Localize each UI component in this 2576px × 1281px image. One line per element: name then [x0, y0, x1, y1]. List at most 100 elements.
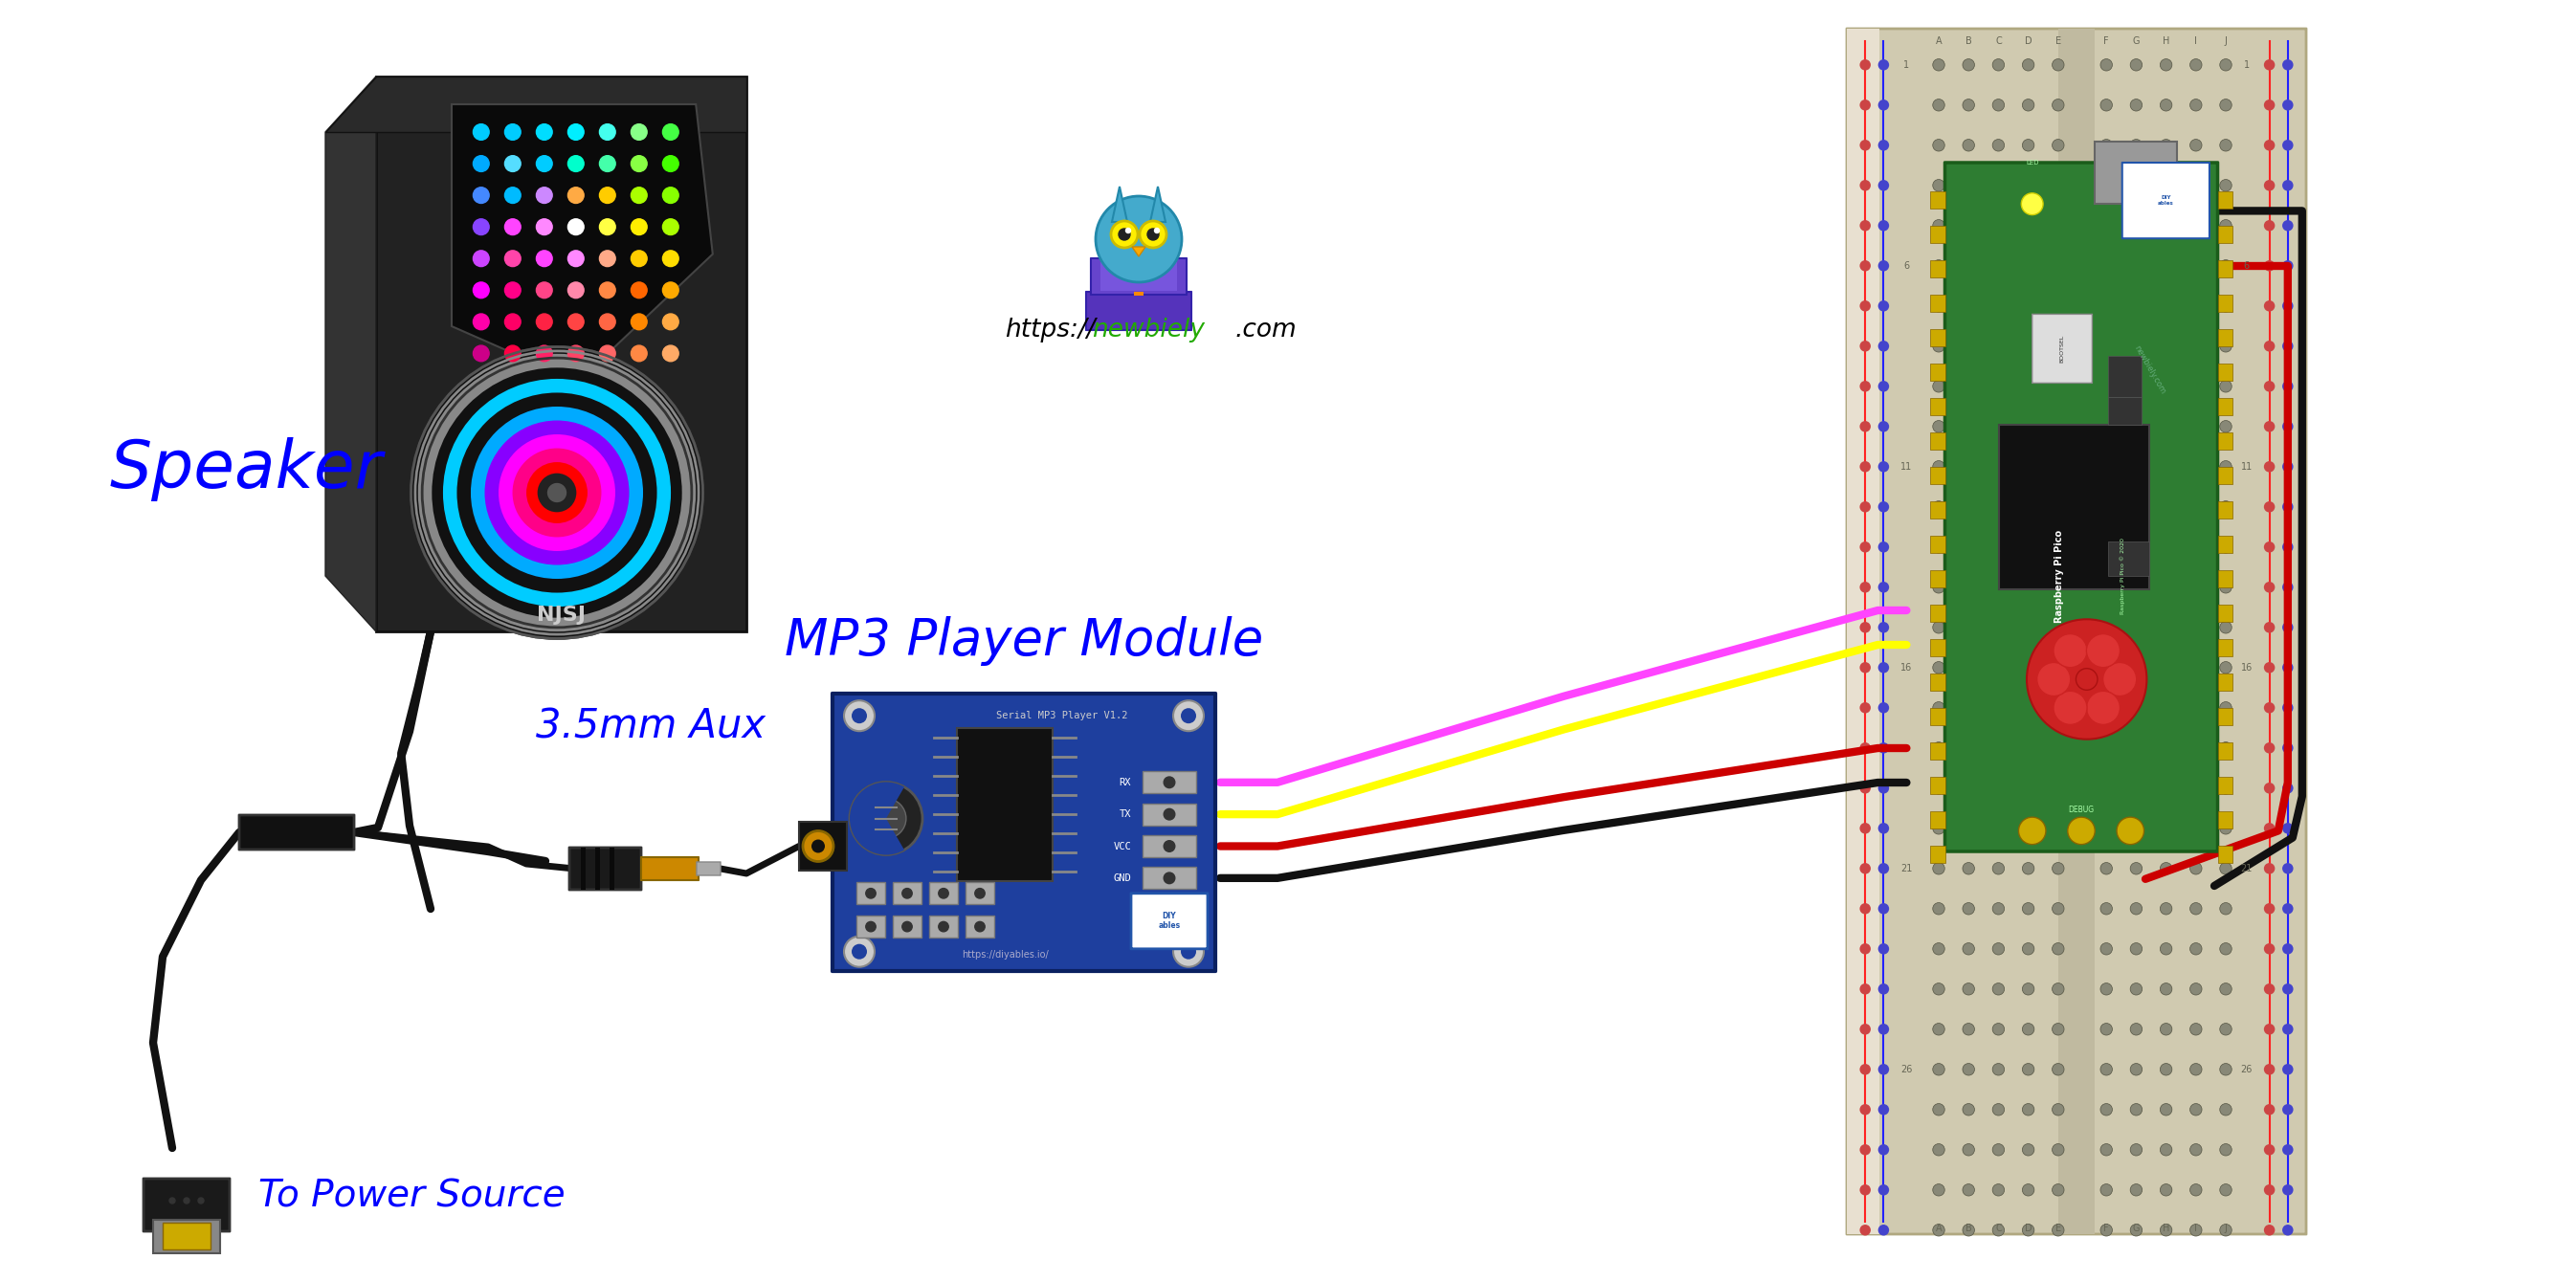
Text: H: H [2161, 36, 2169, 46]
Circle shape [1991, 1184, 2004, 1196]
Circle shape [1991, 501, 2004, 512]
FancyBboxPatch shape [1133, 292, 1144, 296]
Circle shape [2117, 817, 2143, 844]
Circle shape [2282, 903, 2293, 915]
Text: C: C [1996, 1223, 2002, 1232]
Circle shape [2282, 1104, 2293, 1114]
Text: J: J [2226, 36, 2228, 46]
Circle shape [1878, 421, 1888, 432]
Circle shape [2161, 341, 2172, 352]
Circle shape [2190, 59, 2202, 70]
Circle shape [600, 124, 616, 140]
Text: To Power Source: To Power Source [258, 1177, 564, 1214]
Circle shape [2053, 541, 2063, 553]
FancyBboxPatch shape [641, 857, 698, 880]
Circle shape [546, 483, 567, 502]
Circle shape [567, 282, 585, 298]
FancyBboxPatch shape [2218, 502, 2233, 519]
Circle shape [1172, 936, 1203, 967]
Circle shape [2264, 501, 2275, 512]
FancyBboxPatch shape [1929, 295, 1945, 313]
Circle shape [2282, 179, 2293, 191]
Circle shape [2221, 983, 2231, 995]
Circle shape [1932, 260, 1945, 272]
Circle shape [2053, 690, 2087, 725]
Circle shape [1963, 621, 1976, 633]
Circle shape [2022, 380, 2035, 392]
FancyBboxPatch shape [1945, 163, 2218, 852]
Circle shape [1095, 196, 1182, 282]
Circle shape [1963, 461, 1976, 473]
Circle shape [536, 124, 551, 140]
Circle shape [1878, 1104, 1888, 1114]
Text: I: I [2195, 1223, 2197, 1232]
Circle shape [2264, 822, 2275, 834]
Circle shape [2282, 943, 2293, 954]
Circle shape [2130, 661, 2143, 674]
Text: G: G [2133, 36, 2141, 46]
Circle shape [1164, 808, 1175, 820]
Circle shape [1991, 420, 2004, 433]
Circle shape [2053, 742, 2063, 755]
Circle shape [1932, 59, 1945, 70]
FancyBboxPatch shape [956, 729, 1054, 881]
Circle shape [2099, 783, 2112, 794]
FancyBboxPatch shape [1847, 28, 2306, 1234]
Circle shape [631, 314, 647, 329]
Circle shape [2221, 862, 2231, 875]
FancyBboxPatch shape [2218, 778, 2233, 794]
FancyBboxPatch shape [2110, 356, 2141, 397]
Circle shape [2161, 420, 2172, 433]
Circle shape [2130, 862, 2143, 875]
Circle shape [1963, 1225, 1976, 1236]
Circle shape [2053, 341, 2063, 352]
Circle shape [567, 314, 585, 329]
FancyBboxPatch shape [2218, 225, 2233, 243]
Circle shape [1991, 983, 2004, 995]
FancyBboxPatch shape [1929, 225, 1945, 243]
Circle shape [2053, 219, 2063, 232]
Circle shape [2221, 219, 2231, 232]
Circle shape [2161, 461, 2172, 473]
Polygon shape [325, 77, 376, 632]
Circle shape [1860, 461, 1870, 473]
Circle shape [1878, 140, 1888, 151]
Text: A: A [1935, 36, 1942, 46]
Circle shape [526, 462, 587, 523]
Circle shape [2099, 219, 2112, 232]
Circle shape [2022, 862, 2035, 875]
Circle shape [2161, 783, 2172, 794]
Circle shape [1878, 1144, 1888, 1155]
Circle shape [1164, 776, 1175, 788]
Circle shape [1860, 260, 1870, 272]
Circle shape [1860, 341, 1870, 352]
Circle shape [2130, 461, 2143, 473]
Circle shape [2099, 1184, 2112, 1196]
Circle shape [1932, 742, 1945, 755]
FancyBboxPatch shape [2110, 542, 2148, 576]
FancyBboxPatch shape [1929, 502, 1945, 519]
Circle shape [2190, 822, 2202, 834]
Circle shape [1878, 702, 1888, 714]
Circle shape [2221, 903, 2231, 915]
Circle shape [1963, 59, 1976, 70]
Circle shape [2264, 783, 2275, 794]
FancyBboxPatch shape [240, 815, 353, 849]
Circle shape [1860, 984, 1870, 994]
FancyBboxPatch shape [1144, 771, 1195, 793]
Circle shape [2161, 983, 2172, 995]
FancyBboxPatch shape [1929, 605, 1945, 623]
Circle shape [1878, 984, 1888, 994]
Circle shape [1963, 260, 1976, 272]
Circle shape [1860, 743, 1870, 753]
Circle shape [2102, 662, 2136, 696]
FancyBboxPatch shape [2032, 314, 2092, 383]
Circle shape [505, 251, 520, 266]
Text: 26: 26 [2241, 1065, 2251, 1075]
Circle shape [2099, 862, 2112, 875]
Circle shape [2130, 179, 2143, 191]
Circle shape [1991, 59, 2004, 70]
Circle shape [474, 124, 489, 140]
FancyBboxPatch shape [855, 883, 886, 904]
Circle shape [2020, 817, 2045, 844]
